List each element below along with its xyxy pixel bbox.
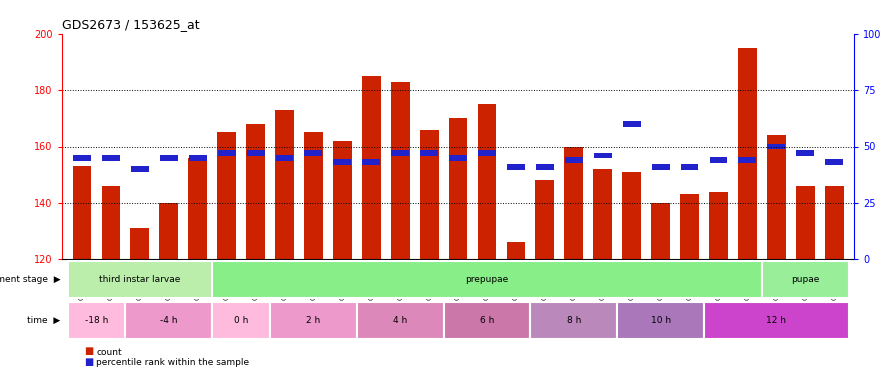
Bar bbox=[680, 194, 699, 259]
Text: time  ▶: time ▶ bbox=[28, 316, 61, 325]
Text: 0 h: 0 h bbox=[234, 316, 248, 325]
Bar bbox=[738, 48, 756, 259]
Text: 8 h: 8 h bbox=[567, 316, 581, 325]
Bar bbox=[449, 118, 467, 259]
Bar bbox=[651, 203, 670, 259]
Bar bbox=[420, 130, 439, 259]
Bar bbox=[622, 172, 641, 259]
Bar bbox=[218, 150, 236, 156]
Bar bbox=[333, 141, 352, 259]
Bar bbox=[101, 186, 120, 259]
Bar bbox=[362, 159, 380, 165]
Bar bbox=[709, 192, 728, 259]
Bar bbox=[73, 166, 92, 259]
Bar bbox=[334, 159, 352, 165]
Text: 6 h: 6 h bbox=[480, 316, 494, 325]
Bar bbox=[275, 110, 294, 259]
Text: GDS2673 / 153625_at: GDS2673 / 153625_at bbox=[61, 18, 199, 31]
Bar bbox=[420, 150, 438, 156]
Bar bbox=[762, 261, 848, 298]
Bar bbox=[131, 228, 150, 259]
Bar bbox=[212, 302, 270, 339]
Bar bbox=[160, 155, 178, 160]
Text: ■: ■ bbox=[85, 357, 93, 366]
Bar bbox=[681, 164, 699, 170]
Text: -18 h: -18 h bbox=[85, 316, 109, 325]
Bar bbox=[392, 150, 409, 156]
Bar bbox=[565, 157, 583, 163]
Text: development stage  ▶: development stage ▶ bbox=[0, 275, 61, 284]
Bar bbox=[704, 302, 848, 339]
Text: ■: ■ bbox=[85, 346, 93, 356]
Text: third instar larvae: third instar larvae bbox=[99, 275, 181, 284]
Bar bbox=[623, 121, 641, 127]
Bar bbox=[443, 302, 530, 339]
Bar bbox=[247, 150, 264, 156]
Bar bbox=[270, 302, 357, 339]
Text: 12 h: 12 h bbox=[766, 316, 786, 325]
Text: percentile rank within the sample: percentile rank within the sample bbox=[96, 358, 249, 367]
Text: count: count bbox=[96, 348, 122, 357]
Bar bbox=[709, 157, 727, 163]
Bar bbox=[507, 164, 525, 170]
Bar bbox=[506, 242, 525, 259]
Bar bbox=[102, 155, 120, 160]
Bar bbox=[651, 164, 669, 170]
Bar bbox=[304, 132, 323, 259]
Text: 10 h: 10 h bbox=[651, 316, 671, 325]
Bar bbox=[68, 261, 212, 298]
Bar bbox=[391, 82, 409, 259]
Bar bbox=[125, 302, 212, 339]
Bar bbox=[536, 180, 554, 259]
Bar bbox=[357, 302, 443, 339]
Bar bbox=[189, 155, 206, 160]
Bar bbox=[217, 132, 236, 259]
Bar bbox=[594, 153, 611, 158]
Bar bbox=[825, 186, 844, 259]
Bar bbox=[362, 76, 381, 259]
Bar bbox=[159, 203, 178, 259]
Bar bbox=[276, 155, 294, 160]
Text: -4 h: -4 h bbox=[160, 316, 177, 325]
Bar bbox=[247, 124, 265, 259]
Bar bbox=[131, 166, 149, 172]
Text: prepupae: prepupae bbox=[465, 275, 508, 284]
Bar bbox=[594, 169, 612, 259]
Bar bbox=[478, 104, 497, 259]
Bar bbox=[617, 302, 704, 339]
Text: pupae: pupae bbox=[791, 275, 820, 284]
Bar bbox=[796, 186, 814, 259]
Text: 4 h: 4 h bbox=[393, 316, 408, 325]
Bar bbox=[478, 150, 496, 156]
Bar bbox=[825, 159, 843, 165]
Bar bbox=[73, 155, 91, 160]
Bar bbox=[304, 150, 322, 156]
Bar bbox=[189, 158, 207, 259]
Text: 2 h: 2 h bbox=[306, 316, 320, 325]
Bar bbox=[536, 164, 554, 170]
Bar bbox=[212, 261, 762, 298]
Bar bbox=[797, 150, 814, 156]
Bar bbox=[767, 144, 785, 149]
Bar bbox=[530, 302, 617, 339]
Bar bbox=[68, 302, 125, 339]
Bar bbox=[767, 135, 786, 259]
Bar bbox=[564, 147, 583, 259]
Bar bbox=[449, 155, 467, 160]
Bar bbox=[739, 157, 756, 163]
